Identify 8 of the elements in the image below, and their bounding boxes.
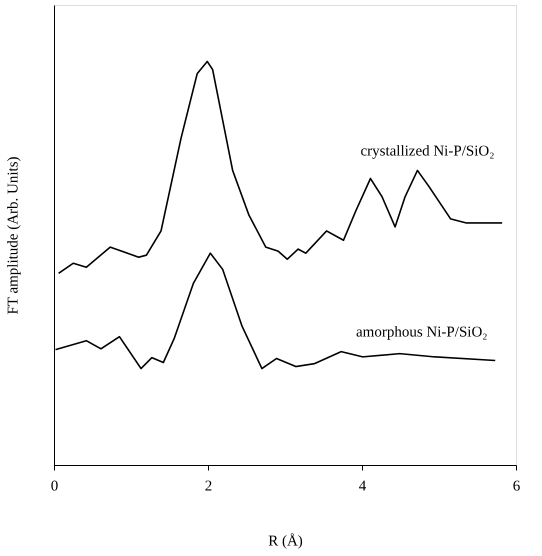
x-tick-label: 2 bbox=[204, 478, 212, 494]
y-axis-title: FT amplitude (Arb. Units) bbox=[6, 156, 22, 315]
x-axis-title: R (Å) bbox=[268, 532, 303, 550]
x-tick-label: 0 bbox=[50, 478, 58, 494]
x-tick-label: 4 bbox=[358, 478, 367, 494]
x-tick-label: 6 bbox=[512, 478, 521, 494]
series-label: amorphous Ni-P/SiO₂ bbox=[356, 324, 488, 341]
series-label: crystallized Ni-P/SiO₂ bbox=[360, 143, 494, 160]
